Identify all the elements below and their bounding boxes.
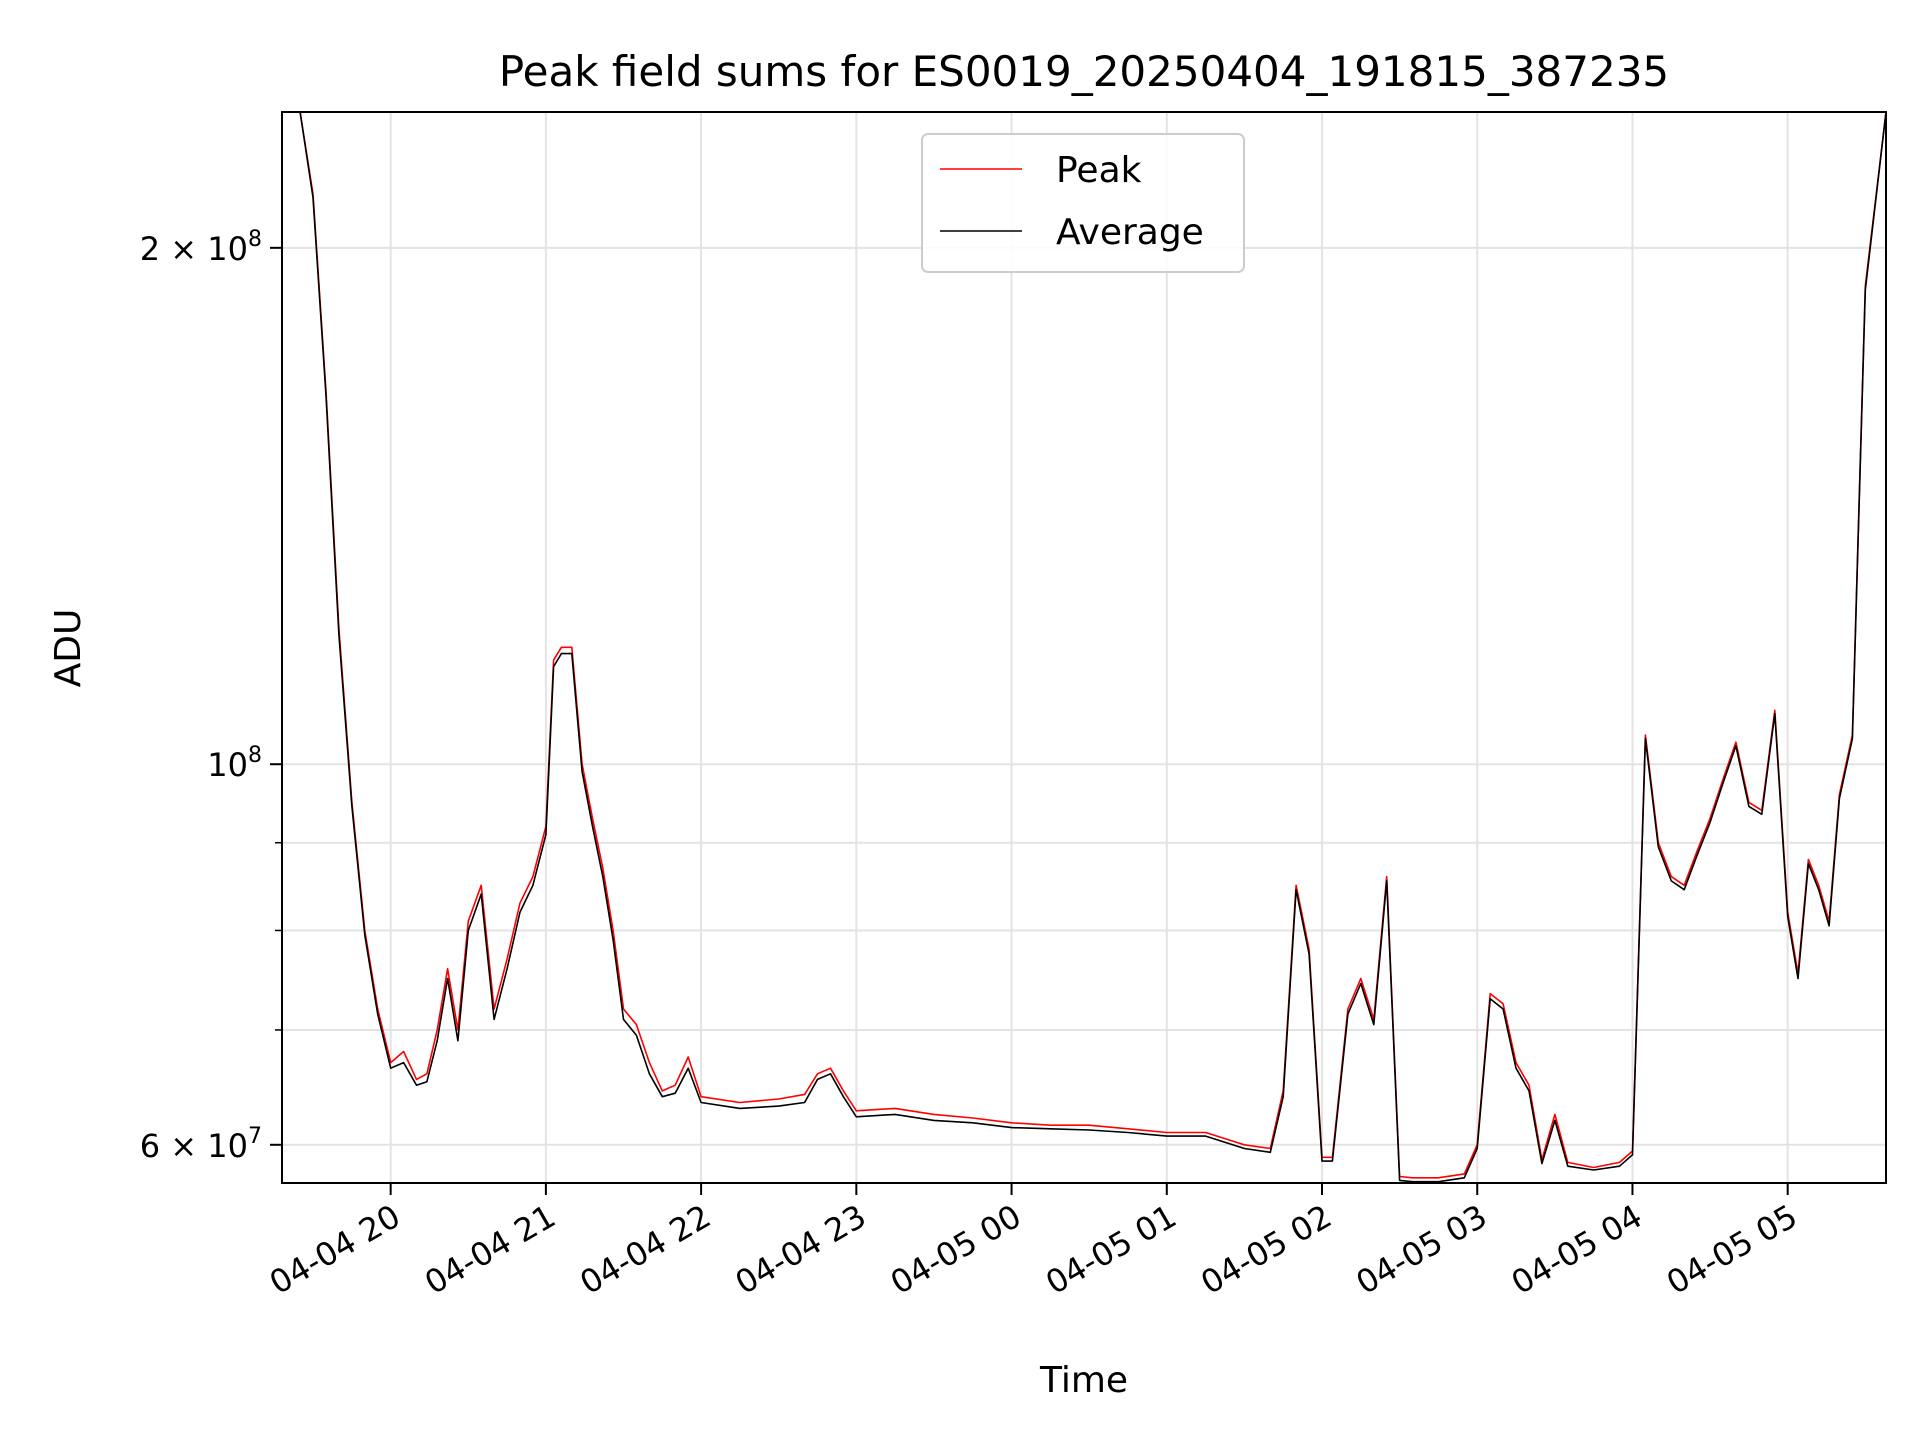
x-tick-label-2: 04-04 22 [574, 1197, 718, 1302]
legend: Peak Average [921, 133, 1245, 273]
x-tick-label-1: 04-04 21 [418, 1197, 562, 1302]
y-tick-label-2: 2 × 108 [140, 227, 262, 268]
series-line-average [282, 112, 1886, 1183]
x-tick-label-4: 04-05 00 [884, 1197, 1028, 1302]
x-tick-label-9: 04-05 05 [1660, 1197, 1804, 1302]
x-tick-label-3: 04-04 23 [729, 1197, 873, 1302]
x-axis-ticks: 04-04 20 04-04 21 04-04 22 04-04 23 04-05 00… [263, 1183, 1804, 1302]
y-axis-label: ADU [48, 609, 89, 688]
x-tick-label-5: 04-05 01 [1039, 1197, 1183, 1302]
legend-label-peak: Peak [1056, 150, 1142, 191]
series-line-peak [282, 112, 1886, 1179]
x-axis-label: Time [1039, 1360, 1128, 1401]
x-tick-label-7: 04-05 03 [1350, 1197, 1494, 1302]
x-tick-label-0: 04-04 20 [263, 1197, 407, 1302]
x-tick-label-8: 04-05 04 [1505, 1197, 1649, 1302]
y-axis-ticks: 6 × 107 108 2 × 108 [140, 227, 282, 1165]
series-lines [282, 112, 1886, 1183]
x-tick-label-6: 04-05 02 [1194, 1197, 1338, 1302]
chart-title: Peak field sums for ES0019_20250404_1918… [499, 47, 1669, 96]
y-tick-label-0: 6 × 107 [140, 1124, 262, 1165]
plot-frame [281, 111, 1887, 1184]
y-tick-label-1: 108 [207, 743, 262, 784]
legend-label-average: Average [1056, 212, 1204, 253]
